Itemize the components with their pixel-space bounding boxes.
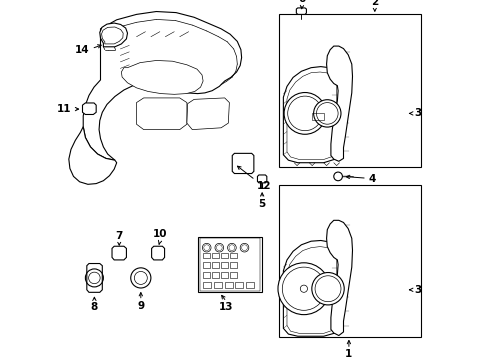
Bar	[212, 262, 218, 268]
Bar	[278, 185, 420, 337]
Polygon shape	[296, 8, 306, 14]
Polygon shape	[283, 240, 338, 336]
Bar	[230, 262, 236, 268]
Polygon shape	[326, 46, 352, 161]
Text: 14: 14	[75, 45, 89, 55]
Polygon shape	[121, 60, 203, 94]
Polygon shape	[326, 220, 352, 336]
Text: 11: 11	[57, 104, 72, 114]
Bar	[230, 272, 236, 278]
Bar	[200, 238, 259, 291]
Circle shape	[284, 93, 325, 134]
Circle shape	[300, 285, 307, 292]
Text: 5: 5	[258, 199, 265, 209]
Text: 8: 8	[91, 302, 98, 312]
Circle shape	[333, 172, 342, 181]
Bar	[221, 272, 227, 278]
Bar	[203, 272, 209, 278]
Text: 3: 3	[413, 285, 421, 295]
Bar	[235, 282, 243, 288]
Circle shape	[313, 100, 340, 127]
Circle shape	[277, 263, 329, 315]
Polygon shape	[87, 264, 102, 292]
Bar	[221, 253, 227, 258]
Bar	[213, 282, 222, 288]
Text: 7: 7	[115, 231, 122, 241]
Polygon shape	[83, 12, 241, 160]
Bar	[212, 253, 218, 258]
Bar	[197, 237, 261, 292]
Polygon shape	[151, 246, 164, 260]
Bar	[278, 14, 420, 167]
Circle shape	[311, 273, 344, 305]
Bar	[221, 262, 227, 268]
Bar	[203, 262, 209, 268]
Text: 10: 10	[152, 229, 167, 239]
Text: 4: 4	[367, 174, 375, 184]
Polygon shape	[283, 67, 338, 163]
Text: 6: 6	[298, 0, 305, 4]
Polygon shape	[112, 246, 126, 260]
Polygon shape	[82, 103, 96, 114]
Bar	[224, 282, 232, 288]
Bar	[311, 113, 323, 120]
Polygon shape	[100, 23, 127, 47]
Polygon shape	[136, 98, 186, 130]
Bar	[212, 272, 218, 278]
Polygon shape	[186, 98, 229, 130]
Polygon shape	[232, 153, 253, 174]
Text: 2: 2	[370, 0, 378, 7]
Bar	[230, 253, 236, 258]
Text: 12: 12	[256, 181, 271, 191]
Bar	[246, 282, 254, 288]
Polygon shape	[69, 127, 117, 184]
Text: 3: 3	[413, 108, 421, 118]
Bar	[203, 282, 211, 288]
Text: 13: 13	[219, 302, 233, 312]
Text: 1: 1	[345, 349, 352, 359]
Circle shape	[130, 268, 151, 288]
Bar	[203, 253, 209, 258]
Polygon shape	[257, 175, 266, 183]
Text: 9: 9	[137, 301, 144, 311]
